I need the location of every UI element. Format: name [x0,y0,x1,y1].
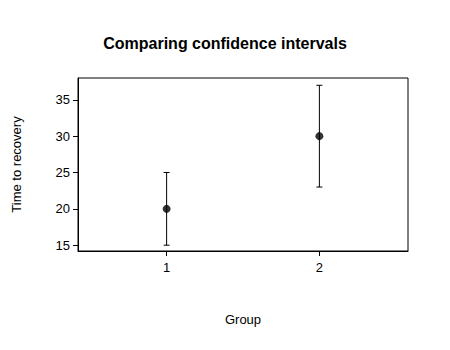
svg-text:25: 25 [56,165,70,180]
svg-text:20: 20 [56,201,70,216]
svg-text:2: 2 [316,260,323,275]
svg-text:1: 1 [163,260,170,275]
svg-text:Time to recovery: Time to recovery [9,116,24,213]
svg-text:35: 35 [56,92,70,107]
svg-text:15: 15 [56,238,70,253]
svg-text:Comparing confidence intervals: Comparing confidence intervals [103,35,347,52]
svg-text:30: 30 [56,129,70,144]
svg-text:Group: Group [225,312,261,327]
